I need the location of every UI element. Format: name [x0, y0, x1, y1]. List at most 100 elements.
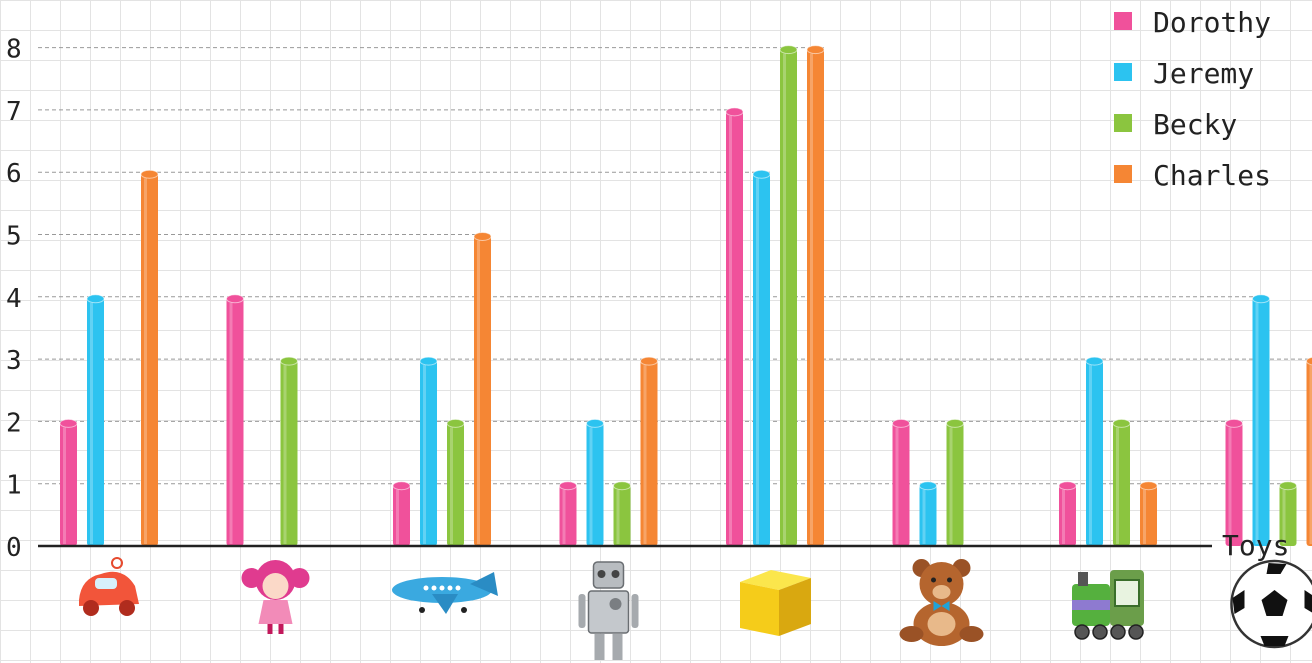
bar-body — [393, 483, 410, 546]
bar — [226, 294, 244, 546]
bar — [1112, 418, 1131, 546]
bar-cap — [1279, 481, 1297, 491]
bars — [59, 45, 1312, 547]
bar-highlight — [477, 240, 480, 544]
bar-cap — [559, 481, 577, 491]
soccer-ball-icon — [1230, 559, 1312, 649]
bar — [779, 45, 798, 546]
bar-highlight — [1116, 427, 1119, 544]
bar-highlight — [1282, 489, 1286, 544]
bar — [419, 356, 438, 546]
bar-cap — [280, 356, 298, 366]
bar-highlight — [1309, 365, 1312, 544]
y-tick-label: 1 — [6, 471, 22, 501]
toy-car-icon — [79, 557, 139, 616]
bar-highlight — [1143, 489, 1146, 544]
bar — [1306, 356, 1312, 546]
bar — [86, 294, 105, 546]
bar-cap — [919, 481, 937, 491]
legend-swatch — [1114, 165, 1132, 183]
legend-label: Becky — [1153, 108, 1237, 141]
bar-cap — [446, 418, 465, 428]
bar — [892, 418, 910, 546]
bar-cap — [725, 107, 744, 117]
bar-cap — [1139, 481, 1158, 491]
bar — [613, 481, 631, 546]
y-tick-label: 0 — [6, 533, 22, 563]
bar-body — [1252, 296, 1270, 546]
y-axis-ticks: 0 1 2 3 4 5 6 7 8 — [6, 35, 22, 563]
bar-highlight — [423, 365, 426, 544]
bar-body — [726, 109, 743, 547]
y-tick-label: 2 — [6, 408, 22, 438]
y-tick-label: 7 — [6, 97, 22, 127]
bar-body — [141, 172, 158, 546]
bar-highlight — [90, 302, 93, 544]
bar-cap — [1112, 418, 1131, 428]
airplane-icon — [392, 572, 498, 614]
bar-highlight — [1062, 489, 1065, 544]
bar-highlight — [229, 302, 233, 544]
legend-swatch — [1114, 12, 1132, 30]
bar-body — [226, 296, 244, 546]
bar-highlight — [562, 489, 566, 544]
bar — [1279, 481, 1297, 546]
bar-cap — [1252, 294, 1270, 304]
bar-body — [919, 483, 937, 546]
bar-highlight — [756, 178, 759, 544]
bar — [752, 169, 771, 546]
bar-body — [1113, 421, 1130, 546]
bar-cap — [586, 418, 604, 428]
y-tick-label: 6 — [6, 159, 22, 189]
bar-cap — [1306, 356, 1312, 366]
category-icons — [79, 557, 1312, 660]
block-icon — [740, 570, 811, 636]
bar-body — [613, 483, 631, 546]
bar — [946, 418, 964, 546]
bar — [559, 481, 577, 546]
bar-highlight — [783, 53, 786, 544]
bar-body — [474, 234, 491, 546]
bar-body — [280, 359, 298, 546]
bar-highlight — [643, 365, 647, 544]
bar — [919, 481, 937, 546]
bar-body — [60, 421, 77, 546]
bar-body — [87, 296, 104, 546]
bar-highlight — [283, 365, 287, 544]
bar-cap — [640, 356, 658, 366]
bar-cap — [1058, 481, 1077, 491]
bar-cap — [613, 481, 631, 491]
bar-body — [586, 421, 604, 546]
y-tick-label: 3 — [6, 346, 22, 376]
bar-highlight — [450, 427, 453, 544]
bar-body — [753, 172, 770, 546]
bar-cap — [59, 418, 78, 428]
reference-lines — [38, 47, 1312, 485]
bar-highlight — [1228, 427, 1232, 544]
bar — [1139, 481, 1158, 546]
bar-body — [807, 47, 824, 546]
bar — [586, 418, 604, 546]
bar-body — [1225, 421, 1243, 546]
bar-highlight — [63, 427, 66, 544]
bar-body — [1306, 359, 1312, 546]
bar-cap — [946, 418, 964, 428]
bar-body — [780, 47, 797, 546]
bar-highlight — [810, 53, 813, 544]
bar — [59, 418, 78, 546]
bar — [446, 418, 465, 546]
bar-cap — [892, 418, 910, 428]
bar-body — [1086, 359, 1103, 546]
bar-cap — [226, 294, 244, 304]
bar-highlight — [1089, 365, 1092, 544]
bar-body — [559, 483, 577, 546]
train-icon — [1072, 570, 1144, 640]
y-tick-label: 5 — [6, 222, 22, 252]
legend-swatch — [1114, 114, 1132, 132]
legend-label: Dorothy — [1153, 6, 1271, 39]
bar-highlight — [922, 489, 926, 544]
bar-highlight — [616, 489, 620, 544]
bar-highlight — [895, 427, 899, 544]
bar-cap — [779, 45, 798, 55]
bar-body — [1140, 483, 1157, 546]
